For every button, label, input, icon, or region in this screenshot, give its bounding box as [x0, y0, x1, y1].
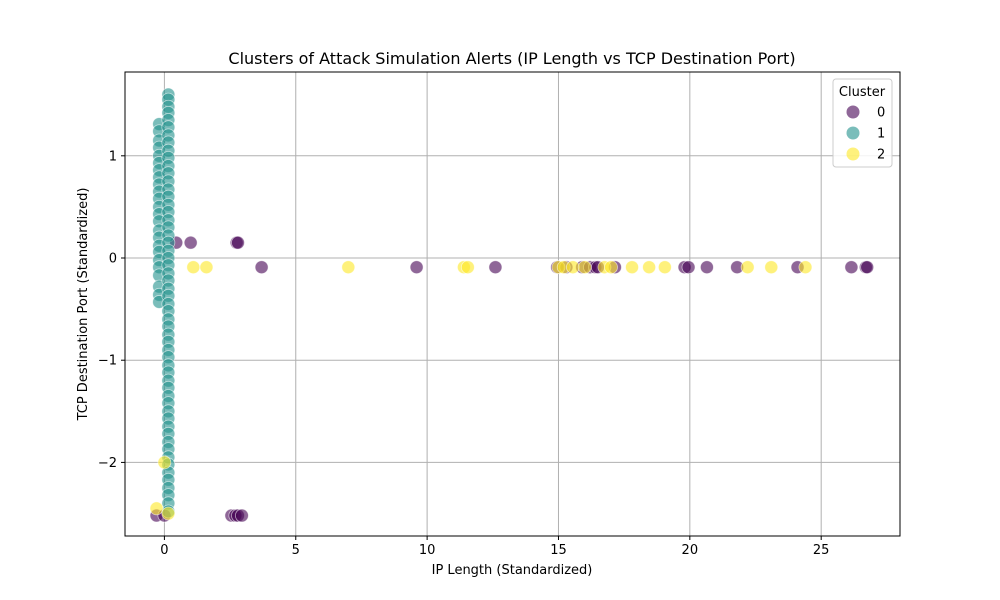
series-1 [152, 87, 176, 519]
x-tick-label: 20 [682, 543, 699, 558]
legend-box [832, 78, 893, 168]
legend-label: 0 [877, 106, 885, 121]
data-points [149, 87, 875, 523]
legend: Cluster 0 1 2 [832, 78, 893, 168]
data-point [409, 260, 424, 275]
data-point [488, 260, 503, 275]
data-point [740, 260, 755, 275]
plot-frame [124, 71, 901, 537]
x-axis-label: IP Length (Standardized) [432, 563, 593, 578]
data-point [149, 501, 164, 516]
y-tick-label: 1 [109, 149, 117, 164]
y-tick-label: −2 [98, 456, 117, 471]
y-tick-label: −1 [98, 354, 117, 369]
legend-label: 1 [877, 127, 885, 142]
legend-title: Cluster [839, 85, 886, 100]
data-point [798, 260, 813, 275]
data-point [764, 260, 779, 275]
legend-marker [846, 126, 860, 140]
data-point [231, 235, 245, 250]
y-ticks: −2 −1 0 1 [98, 149, 125, 471]
data-point [235, 508, 249, 523]
data-point [254, 260, 269, 275]
data-point [844, 260, 859, 275]
data-point [642, 260, 657, 275]
y-tick-label: 0 [109, 252, 117, 267]
legend-marker [846, 147, 860, 161]
data-point [700, 260, 714, 275]
data-point [460, 260, 475, 275]
data-point [183, 235, 198, 250]
data-point [681, 260, 696, 275]
data-point [860, 260, 875, 275]
x-ticks: 0 5 10 15 20 25 [160, 536, 829, 558]
x-tick-label: 25 [813, 543, 830, 558]
series-0 [149, 235, 875, 523]
x-tick-label: 5 [292, 543, 300, 558]
chart-title: Clusters of Attack Simulation Alerts (IP… [228, 49, 795, 68]
data-point [161, 506, 176, 521]
x-tick-label: 10 [419, 543, 436, 558]
grid-lines [125, 72, 900, 536]
data-point [566, 260, 580, 275]
y-axis-label: TCP Destination Port (Standardized) [76, 188, 91, 422]
data-point [157, 455, 172, 470]
series-2 [149, 260, 813, 521]
data-point [186, 260, 201, 275]
data-point [199, 260, 214, 275]
data-point [625, 260, 639, 275]
data-point [577, 260, 592, 275]
data-point [657, 260, 672, 275]
x-tick-label: 0 [160, 543, 168, 558]
data-point [604, 260, 618, 275]
legend-marker [846, 105, 860, 119]
x-tick-label: 15 [550, 543, 567, 558]
legend-label: 2 [877, 148, 885, 163]
data-point [341, 260, 356, 275]
